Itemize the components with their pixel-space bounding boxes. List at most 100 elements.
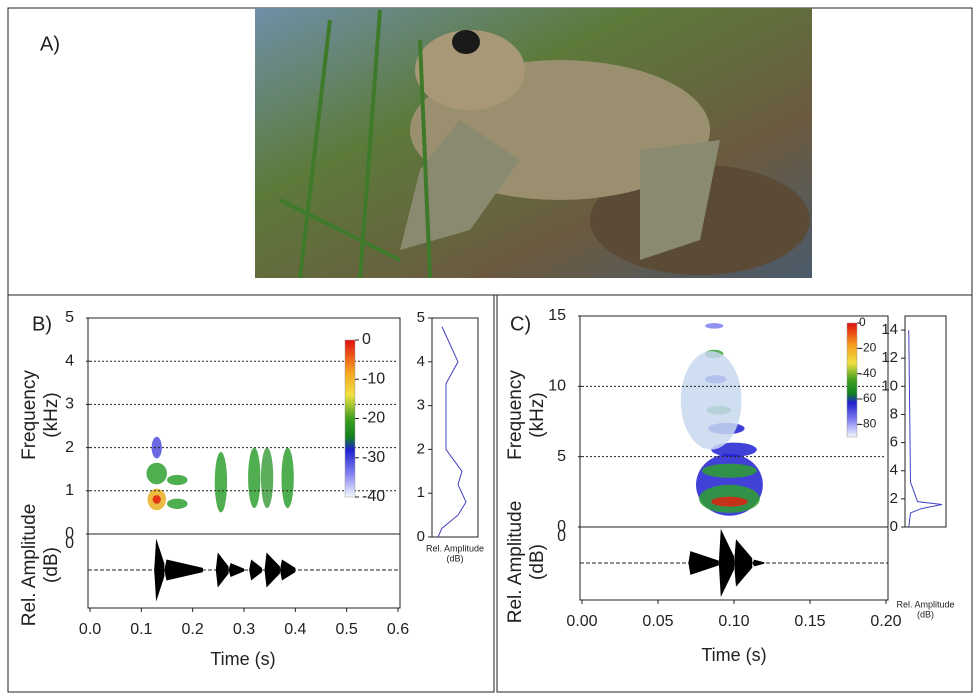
waveform [752, 559, 765, 567]
waveform [164, 559, 203, 581]
waveform [688, 551, 719, 575]
side-tick-label: 2 [890, 490, 898, 507]
x-tick-label: 0.05 [642, 613, 673, 630]
spectrogram-energy [711, 496, 748, 507]
y-tick-label: 1 [65, 482, 74, 499]
side-axis-label: (dB) [446, 553, 463, 563]
waveform [718, 529, 734, 597]
colorbar-tick-label: -80 [859, 417, 877, 431]
side-tick-label: 0 [417, 528, 425, 545]
y-tick-label: 10 [548, 378, 566, 395]
panel-label: A) [40, 33, 60, 55]
spectrogram-energy [152, 495, 161, 504]
photo [255, 8, 812, 279]
waveform [154, 538, 165, 602]
colorbar-tick-label: -40 [859, 366, 877, 380]
side-tick-label: 6 [890, 434, 898, 451]
x-tick-label: 0.6 [387, 621, 409, 638]
spectrogram-energy [248, 447, 261, 509]
x-tick-label: 0.1 [130, 621, 152, 638]
colorbar-tick-label: 0 [859, 315, 866, 329]
x-tick-label: 0.4 [284, 621, 306, 638]
colorbar-tick-label: 0 [362, 331, 371, 348]
side-frame [904, 315, 947, 528]
x-tick-label: 0.20 [870, 613, 901, 630]
amp-tick-label: 0 [65, 535, 74, 552]
panel-c-frame [496, 294, 973, 693]
side-tick-label: 12 [881, 349, 898, 366]
side-axis-label: Rel. Amplitude [896, 599, 954, 609]
spectrogram-energy [711, 442, 757, 457]
x-tick-label: 0.3 [233, 621, 255, 638]
amp-tick-label: 0 [557, 528, 566, 545]
y-axis-label: Frequency [19, 370, 40, 460]
side-tick-label: 3 [417, 397, 425, 414]
plot-frame [87, 317, 401, 609]
y-tick-label: 0 [65, 525, 74, 542]
spectrogram-energy [167, 498, 188, 509]
spectrogram-energy [702, 463, 757, 478]
waveform [249, 559, 262, 581]
y-tick-label: 15 [548, 307, 566, 324]
x-tick-label: 0.00 [566, 613, 597, 630]
side-axis-label: (dB) [917, 609, 934, 619]
y-axis-label: Frequency [505, 370, 526, 460]
spectrogram-energy [146, 462, 167, 485]
y-axis-label: (kHz) [41, 392, 62, 437]
x-tick-label: 0.15 [794, 613, 825, 630]
x-tick-label: 0.2 [182, 621, 204, 638]
y-tick-label: 4 [65, 352, 74, 369]
side-tick-label: 4 [890, 462, 898, 479]
waveform [264, 552, 280, 588]
colorbar-tick-label: -30 [362, 449, 385, 466]
x-tick-label: 0.10 [718, 613, 749, 630]
plot-frame [579, 315, 889, 601]
side-tick-label: 4 [417, 353, 425, 370]
side-tick-label: 2 [417, 440, 425, 457]
spectrogram-energy [260, 447, 274, 509]
side-spectrum [437, 326, 467, 538]
spectrogram-energy [167, 474, 188, 486]
amp-axis-label: Rel. Amplitude [19, 504, 40, 627]
y-tick-label: 5 [557, 448, 566, 465]
amp-axis-label: (dB) [527, 544, 548, 580]
colorbar-tick-label: -40 [362, 488, 385, 505]
side-tick-label: 14 [881, 321, 898, 338]
side-tick-label: 10 [881, 377, 898, 394]
x-axis-label: Time (s) [701, 645, 766, 665]
x-tick-label: 0.0 [79, 621, 101, 638]
spectrogram-panel: C) 0 5 10 15 0 0.00 0.05 0.10 0.15 0.20 Frequency (k… [505, 307, 955, 665]
side-axis-label: Rel. Amplitude [426, 543, 484, 553]
side-tick-label: 5 [417, 309, 425, 326]
waveform [228, 563, 244, 577]
colorbar-tick-label: -60 [859, 391, 877, 405]
side-tick-label: 8 [890, 405, 898, 422]
x-tick-label: 0.5 [336, 621, 358, 638]
y-tick-label: 5 [65, 309, 74, 326]
side-tick-label: 1 [417, 484, 425, 501]
colorbar [846, 322, 858, 438]
x-axis-label: Time (s) [210, 649, 275, 669]
waveform [215, 552, 229, 588]
colorbar [344, 339, 356, 498]
spectrogram-energy [680, 351, 742, 450]
y-tick-label: 0 [557, 518, 566, 535]
panel-label: B) [32, 313, 52, 335]
side-frame [431, 317, 479, 538]
colorbar-tick-label: -20 [362, 410, 385, 427]
spectrogram-energy [214, 451, 228, 513]
spectrogram-energy [705, 323, 724, 329]
side-spectrum [908, 330, 943, 528]
waveform [734, 539, 753, 587]
panel-b-frame [7, 294, 495, 693]
colorbar-tick-label: -20 [859, 341, 877, 355]
side-tick-label: 0 [890, 518, 898, 535]
y-tick-label: 2 [65, 439, 74, 456]
spectrogram-energy [281, 447, 294, 509]
spectrogram-energy [151, 436, 162, 459]
panel-label: C) [510, 313, 531, 335]
waveform [279, 559, 296, 581]
amp-axis-label: Rel. Amplitude [505, 501, 526, 624]
